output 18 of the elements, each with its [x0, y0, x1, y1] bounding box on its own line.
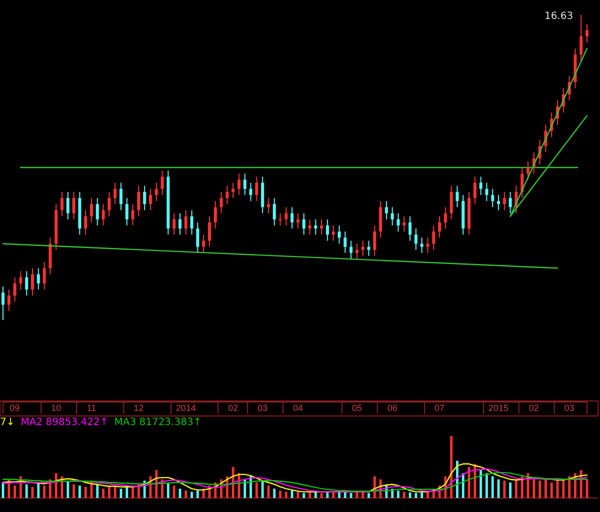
- x-tick-label: 03: [564, 403, 574, 414]
- x-tick-label: 2014: [176, 403, 196, 414]
- annotation: 16.63: [544, 11, 574, 22]
- x-tick-label: 2015: [488, 403, 509, 414]
- x-tick-label: 12: [134, 403, 144, 414]
- x-tick-label: 03: [258, 403, 268, 414]
- x-tick-label: 04: [292, 403, 303, 414]
- x-tick-label: 05: [352, 403, 362, 414]
- x-tick-label: 11: [86, 403, 96, 414]
- x-tick-label: 02: [228, 403, 238, 414]
- x-tick-label: 10: [51, 403, 62, 414]
- x-tick-label: 09: [10, 403, 20, 414]
- text: 7↓: [0, 417, 15, 428]
- text: MA3 81723.383↑: [114, 417, 202, 428]
- text: MA2 89853.422↑: [20, 417, 108, 428]
- x-tick-label: 06: [387, 403, 398, 414]
- x-tick-label: 02: [528, 403, 539, 414]
- x-tick-label: 07: [434, 403, 445, 414]
